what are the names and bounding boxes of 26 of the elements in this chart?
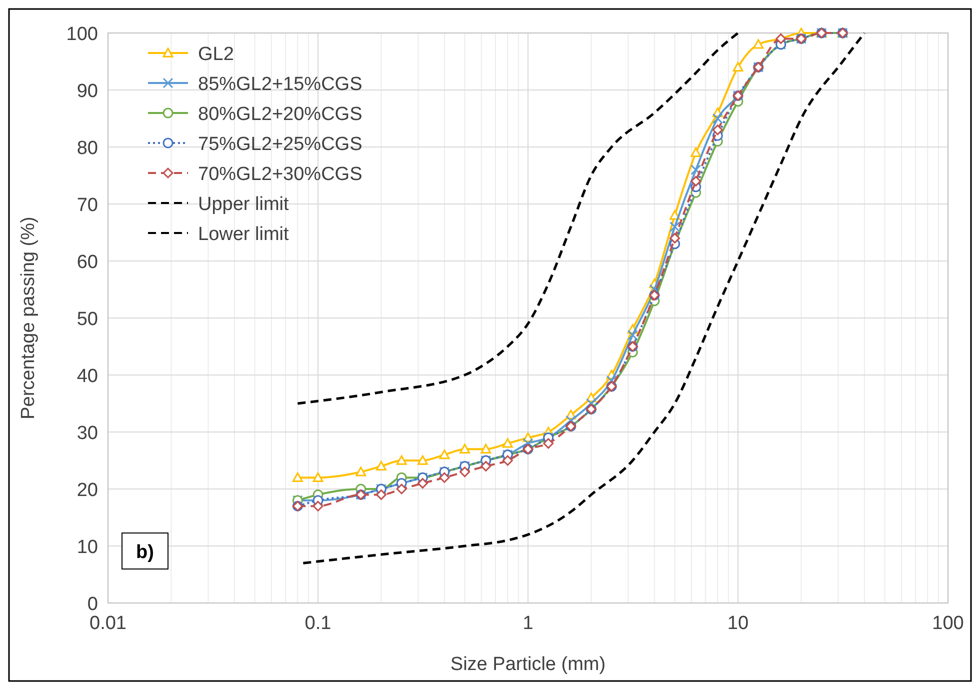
x-tick-label: 0.01: [90, 613, 126, 634]
y-tick-label: 0: [87, 594, 98, 615]
y-tick-label: 10: [76, 537, 98, 558]
x-axis-title: Size Particle (mm): [450, 654, 606, 675]
legend-label: Lower limit: [198, 224, 290, 245]
y-tick-label: 70: [76, 195, 98, 216]
legend-label: GL2: [198, 44, 234, 65]
legend-label: 80%GL2+20%CGS: [198, 104, 362, 125]
x-tick-label: 1: [522, 613, 534, 634]
y-tick-label: 90: [76, 81, 98, 102]
annotation: b): [136, 542, 154, 563]
legend-label: 75%GL2+25%CGS: [198, 134, 362, 155]
x-tick-label: 10: [727, 613, 749, 634]
y-tick-label: 30: [76, 423, 98, 444]
y-tick-label: 100: [66, 24, 98, 45]
y-tick-label: 40: [76, 366, 98, 387]
y-tick-label: 60: [76, 252, 98, 273]
x-tick-label: 0.1: [304, 613, 332, 634]
y-tick-label: 50: [76, 309, 98, 330]
legend-label: 85%GL2+15%CGS: [198, 74, 362, 95]
y-tick-label: 80: [76, 138, 98, 159]
x-tick-label: 100: [932, 613, 964, 634]
y-tick-label: 20: [76, 480, 98, 501]
y-axis-title: Percentage passing (%): [18, 216, 39, 420]
legend-label: 70%GL2+30%CGS: [198, 164, 362, 185]
legend-label: Upper limit: [198, 194, 290, 215]
